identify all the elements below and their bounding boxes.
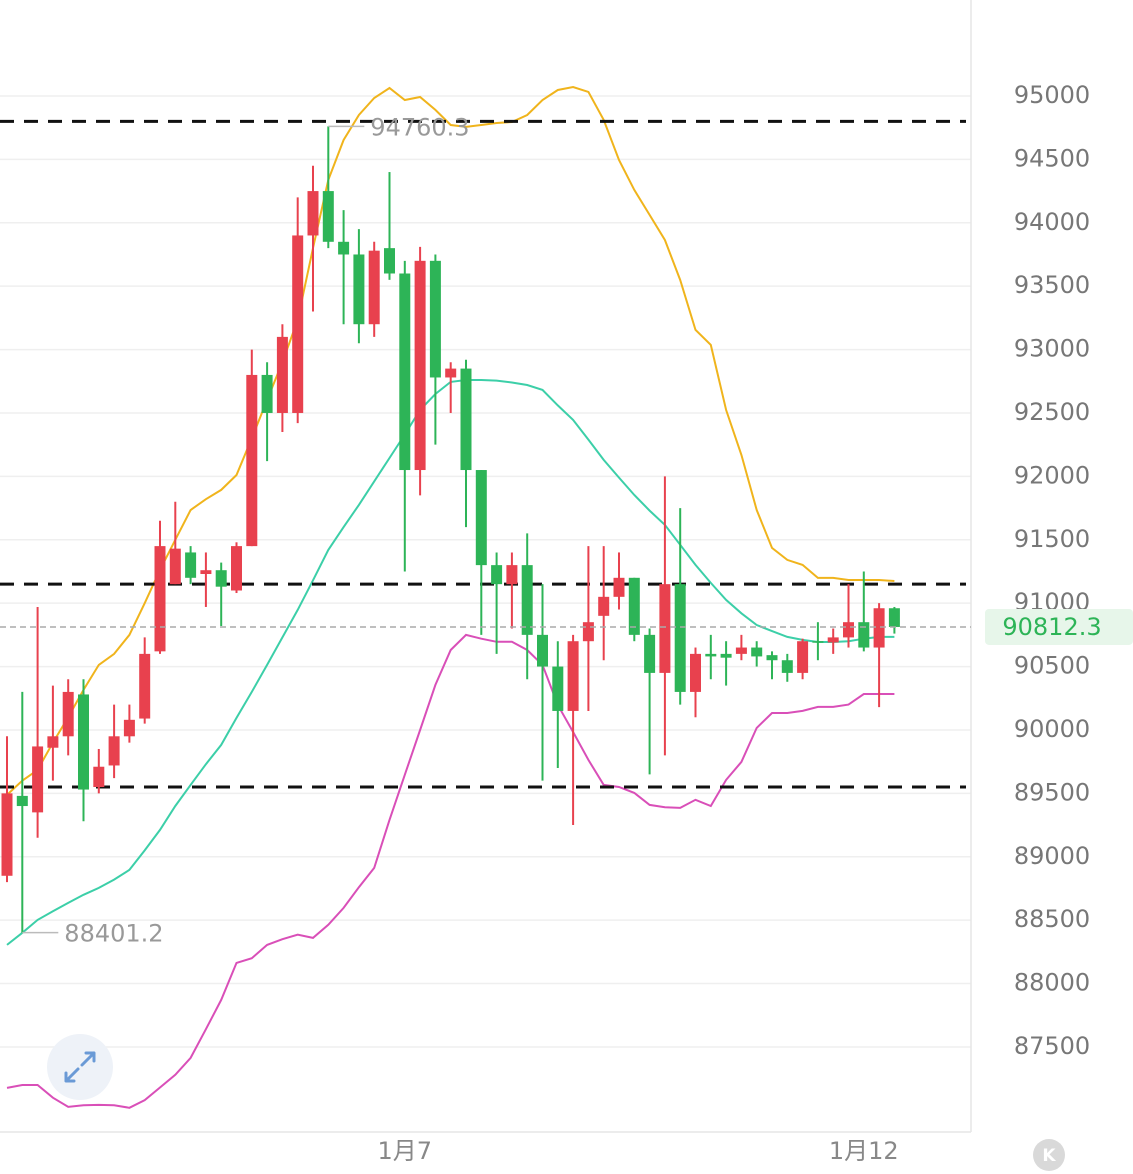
candle-body — [445, 368, 457, 378]
candle-body — [93, 766, 105, 788]
candle-body — [276, 336, 288, 413]
k-button[interactable]: K — [1033, 1139, 1065, 1171]
y-tick-label: 93000 — [1014, 335, 1090, 363]
candle-body — [429, 260, 441, 378]
y-tick-label: 92500 — [1014, 398, 1090, 426]
candle-body — [307, 191, 319, 236]
candle-body — [705, 653, 717, 657]
candle-body — [628, 577, 640, 635]
candle-body — [552, 666, 564, 711]
expand-icon[interactable] — [64, 1051, 96, 1083]
last-price-tag — [985, 608, 1133, 645]
candle-body — [139, 653, 151, 719]
band-line — [6, 633, 895, 1109]
candle-body — [690, 653, 701, 692]
y-tick-label: 95000 — [1014, 81, 1090, 109]
candle-body — [292, 235, 304, 413]
candle-body — [506, 565, 518, 585]
candle-body — [582, 622, 594, 642]
x-tick-label: 1月12 — [829, 1137, 899, 1165]
y-tick-label: 89500 — [1014, 778, 1090, 806]
candle-body — [674, 584, 686, 692]
candle-body — [475, 470, 487, 566]
candle-body — [537, 634, 548, 667]
candle-body — [399, 273, 411, 471]
candle-body — [1, 793, 13, 876]
candle-body — [460, 368, 472, 471]
expand-button[interactable] — [47, 1034, 113, 1100]
candle-body — [751, 647, 763, 657]
candle-body — [16, 795, 28, 807]
candle-body — [644, 634, 656, 673]
x-tick-label: 1月7 — [378, 1137, 433, 1165]
candle-body — [368, 250, 380, 325]
candle-body — [766, 655, 778, 661]
min-annotation: 88401.2 — [64, 920, 163, 948]
candle-body — [843, 622, 854, 638]
candle-body — [108, 736, 120, 766]
candle-body — [231, 546, 242, 591]
candle-body — [598, 596, 610, 616]
candle-body — [200, 570, 212, 575]
candle-body — [797, 641, 809, 673]
candle-body — [169, 548, 181, 585]
candle-body — [613, 577, 625, 597]
y-tick-label: 92000 — [1014, 461, 1090, 489]
y-tick-label: 90000 — [1014, 715, 1090, 743]
candle-body — [154, 546, 166, 652]
y-tick-label: 90500 — [1014, 652, 1090, 680]
grid — [0, 95, 971, 1048]
last-price-label: 90812.3 — [1002, 613, 1101, 641]
candle-body — [246, 374, 258, 547]
candle-body — [858, 622, 870, 648]
candle-body — [123, 719, 135, 737]
candle-body — [78, 694, 89, 790]
candle-body — [338, 241, 350, 255]
expand-button-bg[interactable] — [47, 1034, 113, 1100]
candle-body — [62, 691, 74, 737]
candle-body — [215, 570, 227, 587]
k-button-label[interactable]: K — [1042, 1146, 1056, 1166]
y-tick-label: 89000 — [1014, 842, 1090, 870]
candle-body — [888, 608, 900, 627]
y-tick-label: 88500 — [1014, 905, 1090, 933]
candle-body — [781, 660, 793, 673]
y-tick-label: 91500 — [1014, 525, 1090, 553]
candle-body — [521, 565, 533, 635]
candle-body — [261, 374, 273, 413]
candle-body — [384, 248, 395, 274]
y-tick-label: 94500 — [1014, 144, 1090, 172]
candle-body — [491, 565, 503, 585]
candle-body — [47, 736, 59, 748]
candle-body — [735, 647, 747, 654]
y-tick-label: 93500 — [1014, 271, 1090, 299]
candle-body — [32, 746, 44, 813]
candle-body — [720, 653, 732, 658]
candle-body — [827, 637, 839, 643]
k-button-bg[interactable] — [1033, 1139, 1065, 1171]
candle-body — [659, 584, 671, 673]
y-tick-label: 88000 — [1014, 969, 1090, 997]
candle-body — [567, 641, 579, 711]
candle-body — [353, 254, 365, 325]
candle-body — [812, 641, 824, 643]
max-annotation: 94760.3 — [370, 113, 469, 141]
candle-body — [185, 552, 197, 578]
candle-body — [873, 608, 885, 648]
y-tick-label: 87500 — [1014, 1032, 1090, 1060]
candle-body — [414, 260, 426, 471]
y-tick-label: 94000 — [1014, 208, 1090, 236]
candle-body — [322, 191, 334, 242]
